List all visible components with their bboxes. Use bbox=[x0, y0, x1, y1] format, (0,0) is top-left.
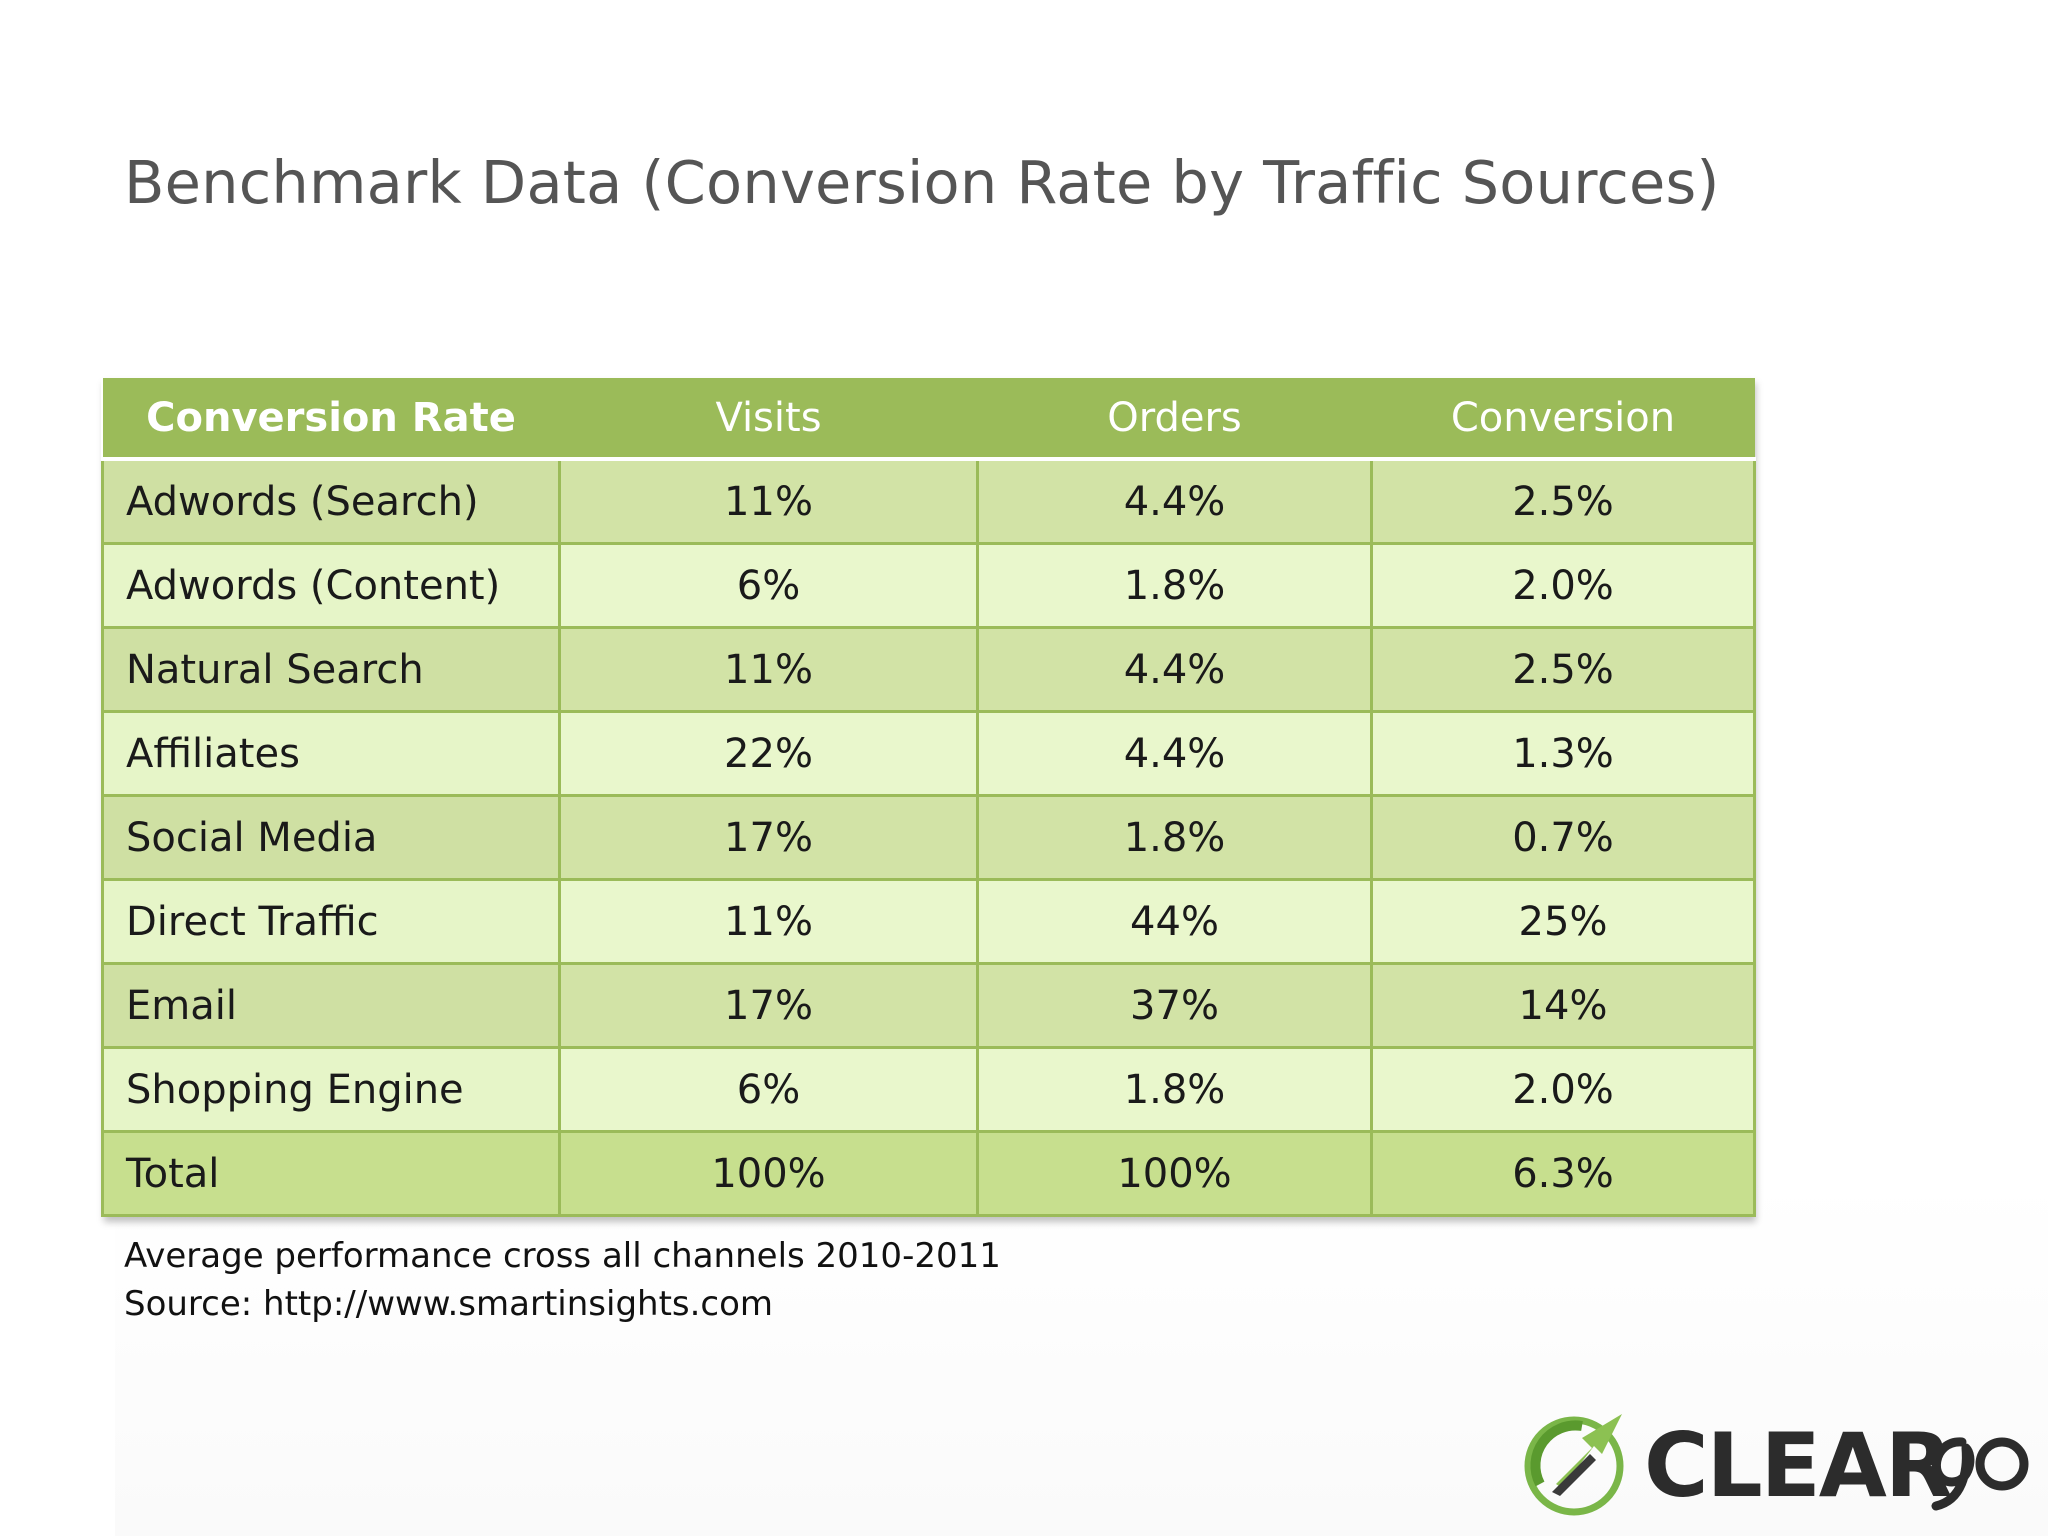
footnote-source: Source: http://www.smartinsights.com bbox=[124, 1284, 774, 1324]
orders-cell: 1.8% bbox=[976, 542, 1373, 629]
conversion-table-container: Conversion Rate Visits Orders Conversion… bbox=[101, 378, 1756, 1217]
cleargo-arrow-logo-icon bbox=[1524, 1414, 1624, 1516]
conversion-cell: 14% bbox=[1370, 962, 1756, 1049]
orders-cell: 4.4% bbox=[976, 626, 1373, 713]
table-body: Adwords (Search) 11% 4.4% 2.5% Adwords (Cont… bbox=[101, 459, 1756, 1217]
orders-cell: 100% bbox=[976, 1130, 1373, 1217]
orders-cell: 44% bbox=[976, 878, 1373, 965]
row-label: Email bbox=[101, 962, 561, 1049]
conversion-cell: 2.5% bbox=[1370, 626, 1756, 713]
footnote-period: Average performance cross all channels 2… bbox=[124, 1236, 1001, 1276]
row-label: Adwords (Search) bbox=[101, 459, 561, 545]
table-row: Email 17% 37% 14% bbox=[101, 962, 1756, 1049]
header-conversion: Conversion bbox=[1371, 378, 1755, 461]
cleargo-logo: CLEAR bbox=[1522, 1410, 2032, 1520]
row-label: Affiliates bbox=[101, 710, 561, 797]
table-total-row: Total 100% 100% 6.3% bbox=[101, 1130, 1756, 1217]
logo-text: CLEAR bbox=[1644, 1414, 1953, 1517]
row-label: Direct Traffic bbox=[101, 878, 561, 965]
row-label: Natural Search bbox=[101, 626, 561, 713]
row-label: Adwords (Content) bbox=[101, 542, 561, 629]
conversion-cell: 2.0% bbox=[1370, 1046, 1756, 1133]
visits-cell: 6% bbox=[558, 542, 979, 629]
conversion-cell: 2.5% bbox=[1370, 459, 1756, 545]
table-row: Natural Search 11% 4.4% 2.5% bbox=[101, 626, 1756, 713]
background-fade bbox=[115, 1180, 2048, 1536]
table-row: Direct Traffic 11% 44% 25% bbox=[101, 878, 1756, 965]
visits-cell: 11% bbox=[558, 626, 979, 713]
conversion-cell: 2.0% bbox=[1370, 542, 1756, 629]
visits-cell: 100% bbox=[558, 1130, 979, 1217]
conversion-table: Conversion Rate Visits Orders Conversion… bbox=[101, 378, 1756, 1217]
table-row: Affiliates 22% 4.4% 1.3% bbox=[101, 710, 1756, 797]
conversion-cell: 1.3% bbox=[1370, 710, 1756, 797]
table-row: Adwords (Content) 6% 1.8% 2.0% bbox=[101, 542, 1756, 629]
table-row: Adwords (Search) 11% 4.4% 2.5% bbox=[101, 459, 1756, 545]
header-visits: Visits bbox=[559, 378, 978, 461]
row-label: Social Media bbox=[101, 794, 561, 881]
logo-go-script bbox=[1931, 1437, 2029, 1511]
visits-cell: 22% bbox=[558, 710, 979, 797]
orders-cell: 4.4% bbox=[976, 710, 1373, 797]
table-row: Shopping Engine 6% 1.8% 2.0% bbox=[101, 1046, 1756, 1133]
header-conversion-rate: Conversion Rate bbox=[102, 378, 560, 461]
conversion-cell: 0.7% bbox=[1370, 794, 1756, 881]
table-row: Social Media 17% 1.8% 0.7% bbox=[101, 794, 1756, 881]
visits-cell: 6% bbox=[558, 1046, 979, 1133]
conversion-cell: 6.3% bbox=[1370, 1130, 1756, 1217]
header-orders: Orders bbox=[977, 378, 1372, 461]
visits-cell: 11% bbox=[558, 878, 979, 965]
orders-cell: 1.8% bbox=[976, 794, 1373, 881]
row-label: Total bbox=[101, 1130, 561, 1217]
conversion-cell: 25% bbox=[1370, 878, 1756, 965]
orders-cell: 37% bbox=[976, 962, 1373, 1049]
table-header-row: Conversion Rate Visits Orders Conversion bbox=[102, 378, 1755, 461]
row-label: Shopping Engine bbox=[101, 1046, 561, 1133]
visits-cell: 17% bbox=[558, 962, 979, 1049]
slide-title: Benchmark Data (Conversion Rate by Traff… bbox=[124, 148, 1720, 217]
visits-cell: 11% bbox=[558, 459, 979, 545]
orders-cell: 4.4% bbox=[976, 459, 1373, 545]
orders-cell: 1.8% bbox=[976, 1046, 1373, 1133]
visits-cell: 17% bbox=[558, 794, 979, 881]
